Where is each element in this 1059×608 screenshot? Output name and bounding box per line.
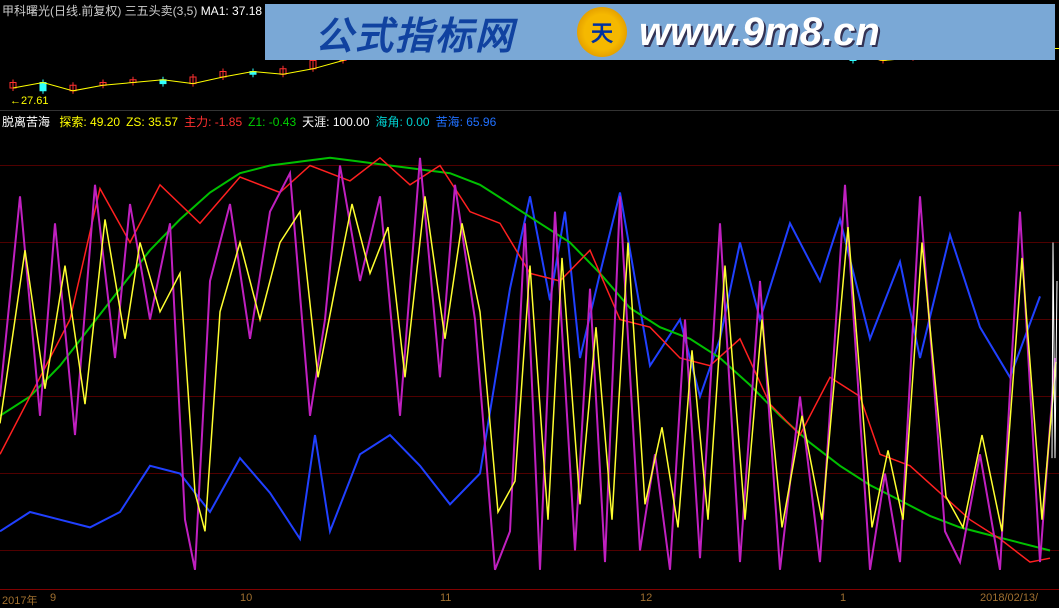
magenta-line bbox=[0, 158, 1055, 570]
price-value: 27.61 bbox=[21, 95, 49, 107]
banner-chinese-text: 公式指标网 bbox=[265, 4, 565, 60]
time-axis-label: 10 bbox=[240, 592, 252, 604]
ma-value: 37.18 bbox=[232, 4, 262, 18]
yellow-line bbox=[0, 196, 1056, 531]
time-axis-label: 1 bbox=[840, 592, 846, 604]
indicator-panel[interactable]: 脱离苦海 探索: 49.20ZS: 35.57主力: -1.85Z1: -0.4… bbox=[0, 111, 1059, 591]
price-chart-panel[interactable]: 甲科曙光(日线.前复权) 三五头卖(3,5) MA1: 37.18 ←27.61… bbox=[0, 0, 1059, 111]
arrow-left-icon: ← bbox=[10, 95, 21, 107]
time-axis-label: 2018/02/13/ bbox=[980, 592, 1038, 604]
time-axis-label: 12 bbox=[640, 592, 652, 604]
banner-logo-icon: 天 bbox=[577, 7, 627, 57]
time-axis-label: 2017年 bbox=[2, 592, 37, 608]
ma-label: MA1: bbox=[201, 4, 229, 18]
time-axis-label: 9 bbox=[50, 592, 56, 604]
time-axis-label: 11 bbox=[440, 592, 451, 604]
chart-title: 甲科曙光(日线.前复权) 三五头卖(3,5) MA1: 37.18 bbox=[2, 2, 262, 19]
ticker-title: 甲科曙光(日线.前复权) 三五头卖(3,5) bbox=[2, 4, 197, 18]
time-axis: 2017年 9 10 11 12 1 2018/02/13/ bbox=[0, 589, 1059, 608]
front-white-tick bbox=[1052, 243, 1057, 459]
watermark-banner: 公式指标网 天 www.9m8.cn bbox=[265, 4, 1055, 60]
price-pointer: ←27.61 bbox=[10, 95, 49, 107]
banner-url-text: www.9m8.cn bbox=[639, 10, 880, 55]
indicator-svg bbox=[0, 127, 1059, 589]
